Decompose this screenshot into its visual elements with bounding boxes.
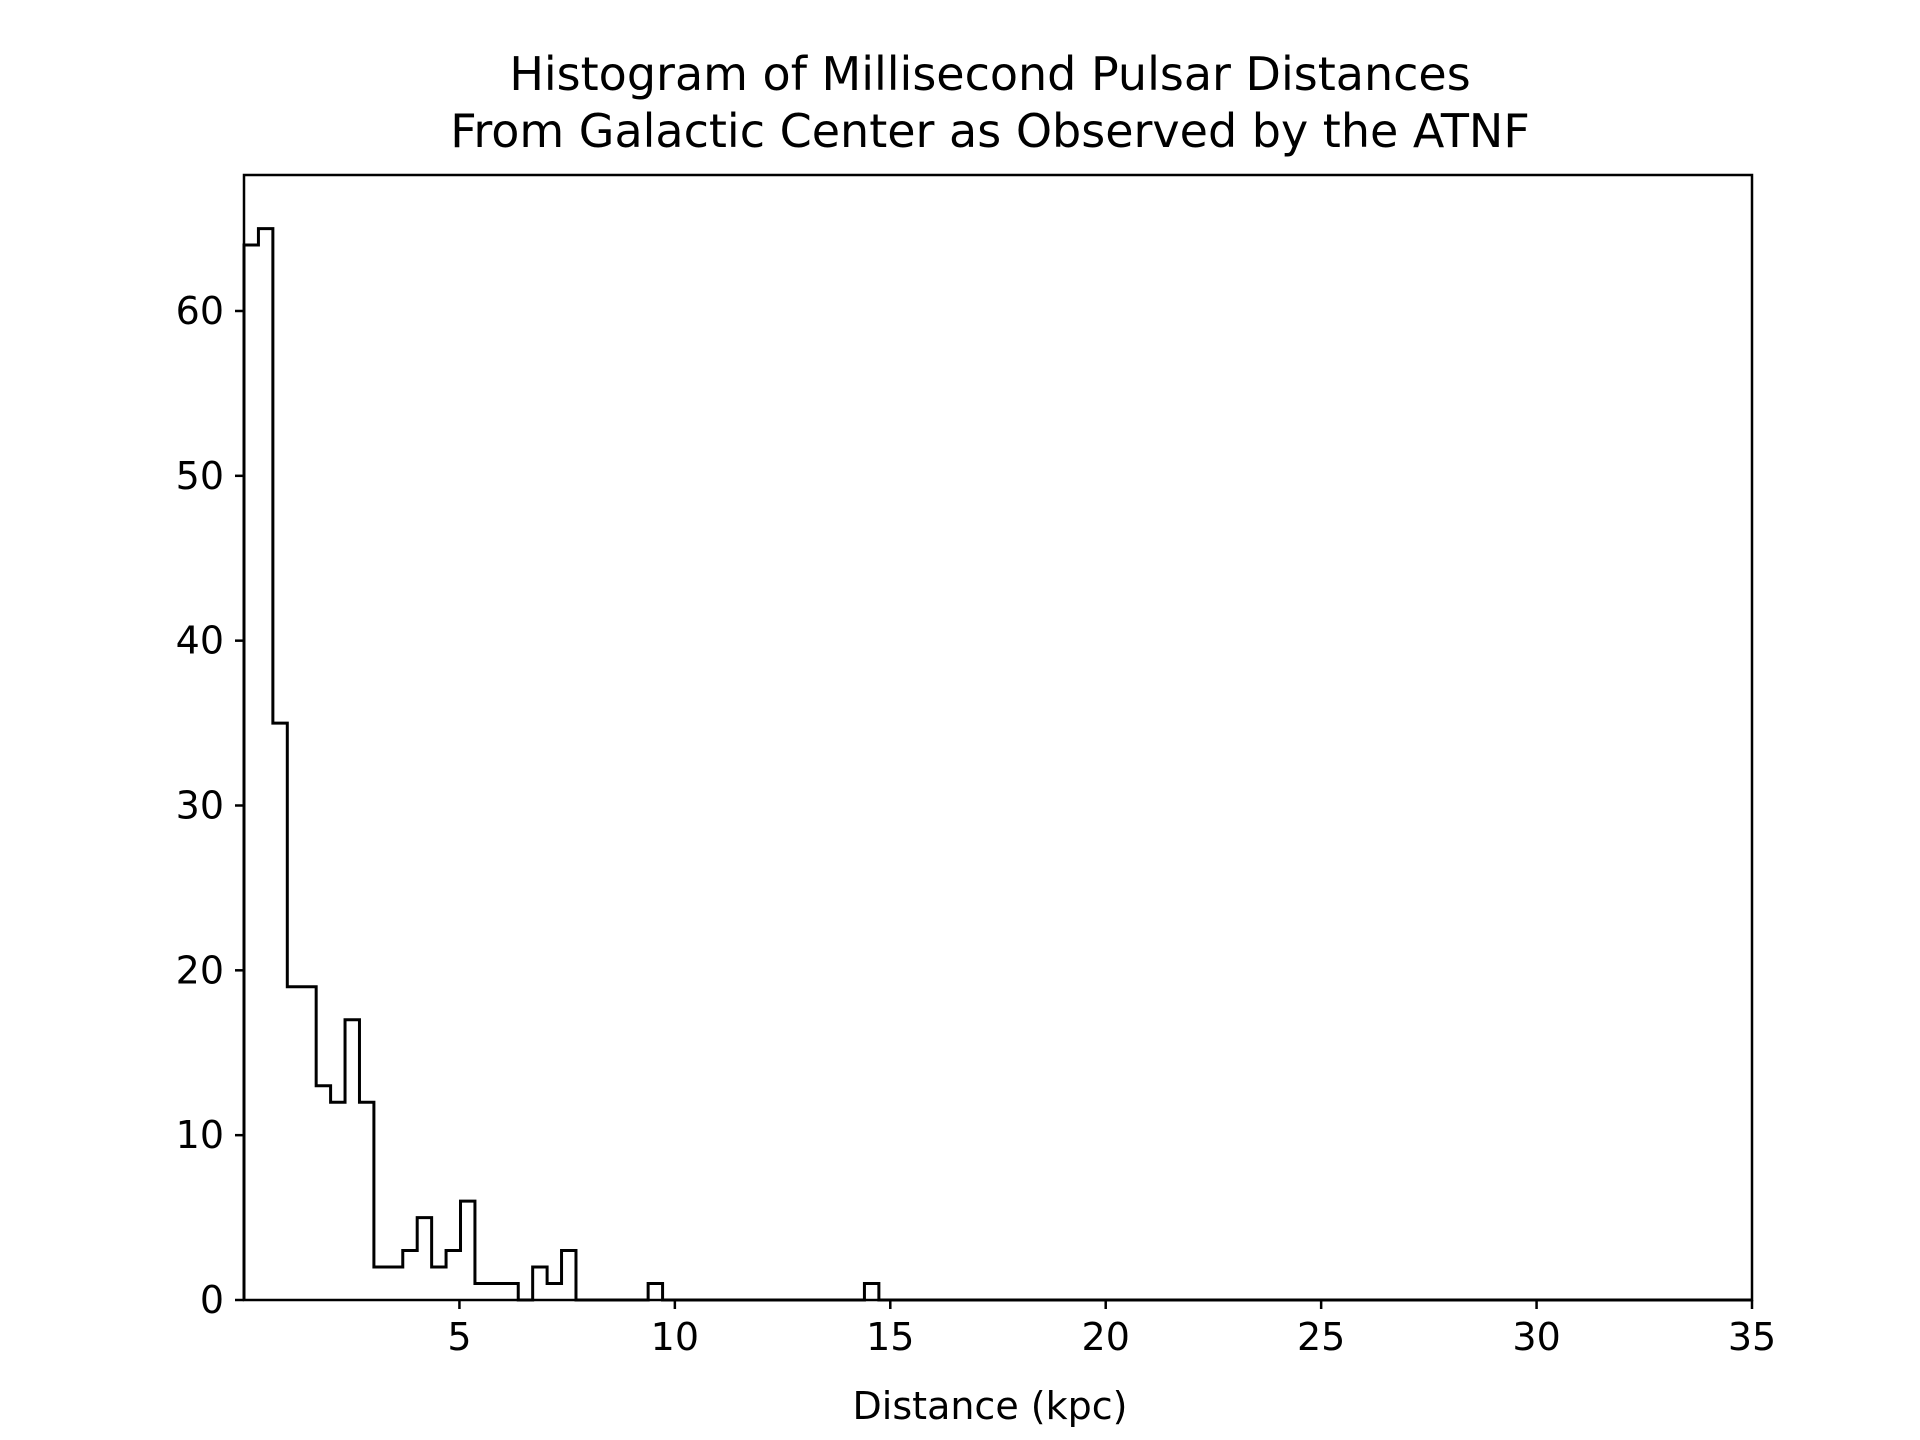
x-axis-label: Distance (kpc)	[853, 1384, 1128, 1428]
x-axis-ticks: 5 10 15 20 25 30 35	[447, 1300, 1776, 1359]
chart-title-line-1: Histogram of Millisecond Pulsar Distance…	[509, 47, 1470, 101]
y-tick-label: 60	[176, 289, 224, 333]
y-tick-label: 50	[176, 454, 224, 498]
x-tick-label: 5	[447, 1315, 471, 1359]
y-tick-label: 10	[176, 1113, 224, 1157]
chart-title-line-2: From Galactic Center as Observed by the …	[450, 104, 1530, 158]
x-tick-label: 10	[651, 1315, 699, 1359]
histogram-step-line	[242, 227, 1752, 1302]
y-tick-label: 0	[200, 1278, 224, 1322]
y-axis-ticks: 0 10 20 30 40 50 60	[176, 289, 244, 1322]
x-tick-label: 25	[1297, 1315, 1345, 1359]
y-tick-label: 30	[176, 783, 224, 827]
x-tick-label: 15	[866, 1315, 914, 1359]
plot-frame	[242, 173, 1754, 1302]
x-tick-label: 20	[1082, 1315, 1130, 1359]
x-tick-label: 35	[1728, 1315, 1776, 1359]
x-tick-label: 30	[1512, 1315, 1560, 1359]
y-tick-label: 40	[176, 619, 224, 663]
y-tick-label: 20	[176, 948, 224, 992]
